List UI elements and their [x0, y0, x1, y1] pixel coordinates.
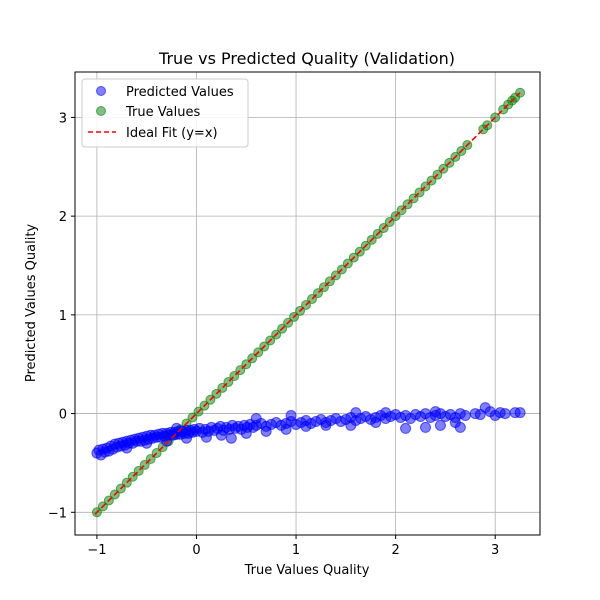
predicted-point — [171, 422, 183, 434]
predicted-point — [370, 416, 382, 428]
x-tick-label: 0 — [192, 543, 200, 558]
chart-title: True vs Predicted Quality (Validation) — [158, 49, 455, 68]
predicted-point — [200, 431, 212, 443]
y-tick-label: 1 — [59, 309, 67, 324]
x-tick-label: 3 — [491, 543, 499, 558]
y-tick-label: −1 — [48, 506, 67, 521]
legend: Predicted Values True Values Ideal Fit (… — [81, 78, 249, 148]
predicted-point — [454, 421, 466, 433]
y-tick-label: 0 — [59, 408, 67, 423]
predicted-point — [280, 423, 292, 435]
predicted-point — [225, 432, 237, 444]
predicted-point — [181, 432, 193, 444]
x-tick-label: 1 — [292, 543, 300, 558]
predicted-point — [320, 419, 332, 431]
predicted-point — [459, 410, 471, 422]
y-tick-label: 3 — [59, 111, 67, 126]
legend-marker-true — [96, 106, 106, 116]
predicted-point — [260, 425, 272, 437]
predicted-point — [215, 429, 227, 441]
predicted-point — [161, 435, 173, 447]
predicted-point — [300, 420, 312, 432]
predicted-point — [141, 437, 153, 449]
predicted-point — [429, 406, 441, 418]
y-tick-label: 2 — [59, 210, 67, 225]
predicted-point — [514, 407, 526, 419]
predicted-point — [380, 407, 392, 419]
plot-frame — [74, 71, 541, 536]
predicted-point — [419, 421, 431, 433]
predicted-values-series — [91, 402, 526, 461]
legend-marker-predicted — [96, 86, 106, 96]
predicted-point — [285, 410, 297, 422]
ideal-fit-line — [94, 92, 521, 515]
legend-label-true: True Values — [125, 105, 200, 120]
y-axis-label: Predicted Values Quality — [24, 224, 39, 383]
x-tick-label: 2 — [391, 543, 399, 558]
legend-label-predicted: Predicted Values — [126, 85, 234, 100]
predicted-point — [250, 413, 262, 425]
x-axis-label: True Values Quality — [244, 563, 370, 578]
predicted-point — [345, 419, 357, 431]
x-tick-label: −1 — [87, 543, 106, 558]
predicted-point — [350, 407, 362, 419]
predicted-point — [499, 408, 511, 420]
predicted-point — [434, 419, 446, 431]
predicted-point — [400, 422, 412, 434]
ideal-fit-series — [94, 92, 521, 515]
legend-label-ideal: Ideal Fit (y=x) — [126, 126, 218, 141]
x-axis-ticks: −1 0 1 2 3 — [87, 535, 499, 558]
predicted-point — [240, 427, 252, 439]
legend-box — [81, 78, 249, 148]
predicted-point — [121, 442, 133, 454]
y-axis-ticks: −1 0 1 2 3 — [48, 111, 75, 521]
